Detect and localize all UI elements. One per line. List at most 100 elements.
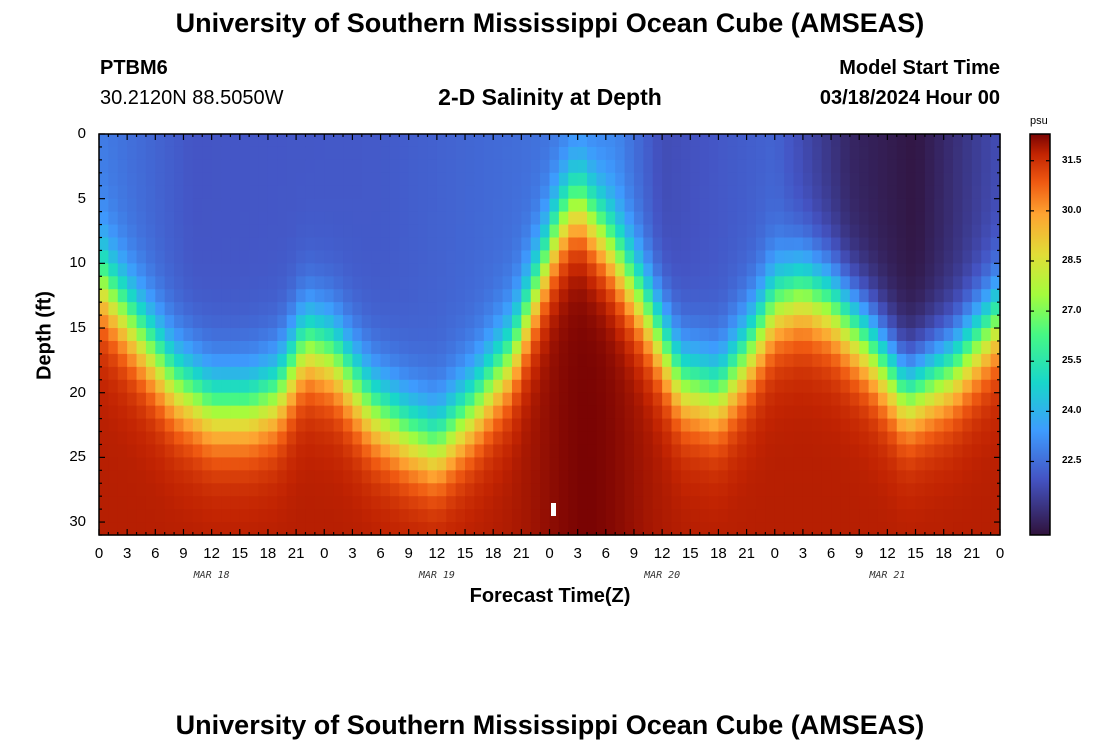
heatmap-cell bbox=[549, 134, 560, 148]
heatmap-cell bbox=[943, 185, 954, 200]
heatmap-cell bbox=[361, 457, 372, 471]
heatmap-cell bbox=[699, 522, 710, 536]
heatmap-cell bbox=[333, 496, 344, 510]
heatmap-cell bbox=[352, 444, 363, 458]
heatmap-cell bbox=[145, 509, 156, 523]
heatmap-cell bbox=[192, 289, 203, 303]
heatmap-cell bbox=[709, 146, 720, 161]
heatmap-cell bbox=[652, 172, 663, 187]
heatmap-cell bbox=[896, 263, 907, 277]
heatmap-cell bbox=[418, 431, 429, 446]
heatmap-cell bbox=[652, 159, 663, 174]
heatmap-cell bbox=[662, 134, 673, 148]
heatmap-cell bbox=[389, 185, 400, 200]
heatmap-cell bbox=[465, 146, 476, 161]
heatmap-cell bbox=[136, 379, 147, 394]
station-id: PTBM6 bbox=[100, 57, 168, 79]
heatmap-cell bbox=[915, 457, 926, 471]
heatmap-cell bbox=[155, 263, 166, 277]
heatmap-cell bbox=[718, 522, 729, 536]
heatmap-cell bbox=[465, 159, 476, 174]
heatmap-cell bbox=[183, 522, 194, 536]
heatmap-cell bbox=[802, 159, 813, 174]
heatmap-cell bbox=[343, 224, 354, 239]
heatmap-cell bbox=[727, 146, 738, 161]
heatmap-cell bbox=[558, 134, 569, 148]
heatmap-cell bbox=[436, 340, 447, 355]
heatmap-cell bbox=[709, 444, 720, 458]
heatmap-cell bbox=[202, 328, 213, 342]
heatmap-cell bbox=[202, 496, 213, 510]
heatmap-cell bbox=[577, 444, 588, 458]
heatmap-cell bbox=[530, 302, 541, 316]
heatmap-cell bbox=[145, 237, 156, 252]
heatmap-cell bbox=[568, 134, 579, 148]
heatmap-cell bbox=[211, 522, 222, 536]
heatmap-cell bbox=[587, 237, 598, 252]
heatmap-cell bbox=[868, 224, 879, 239]
heatmap-cell bbox=[399, 250, 410, 264]
heatmap-cell bbox=[183, 470, 194, 484]
heatmap-cell bbox=[727, 224, 738, 239]
heatmap-cell bbox=[793, 457, 804, 471]
heatmap-cell bbox=[549, 483, 560, 497]
heatmap-cell bbox=[258, 224, 269, 239]
heatmap-cell bbox=[755, 496, 766, 510]
heatmap-cell bbox=[558, 522, 569, 536]
heatmap-cell bbox=[361, 237, 372, 252]
heatmap-cell bbox=[174, 509, 185, 523]
heatmap-cell bbox=[896, 405, 907, 420]
heatmap-cell bbox=[267, 237, 278, 252]
heatmap-cell bbox=[690, 457, 701, 471]
heatmap-cell bbox=[812, 431, 823, 446]
heatmap-cell bbox=[418, 379, 429, 394]
heatmap-cell bbox=[296, 185, 307, 200]
heatmap-cell bbox=[662, 522, 673, 536]
heatmap-cell bbox=[652, 237, 663, 252]
heatmap-cell bbox=[577, 418, 588, 433]
heatmap-cell bbox=[821, 457, 832, 471]
heatmap-cell bbox=[399, 289, 410, 303]
heatmap-cell bbox=[971, 353, 982, 368]
heatmap-cell bbox=[343, 134, 354, 148]
heatmap-cell bbox=[286, 315, 297, 329]
heatmap-cell bbox=[502, 431, 513, 446]
heatmap-cell bbox=[943, 418, 954, 433]
heatmap-cell bbox=[680, 198, 691, 213]
heatmap-cell bbox=[990, 353, 1001, 368]
heatmap-cell bbox=[277, 509, 288, 523]
heatmap-cell bbox=[164, 315, 175, 329]
heatmap-cell bbox=[953, 211, 964, 226]
heatmap-cell bbox=[727, 185, 738, 200]
heatmap-cell bbox=[117, 134, 128, 148]
heatmap-cell bbox=[877, 431, 888, 446]
heatmap-cell bbox=[127, 392, 138, 407]
heatmap-cell bbox=[652, 211, 663, 226]
heatmap-cell bbox=[521, 134, 532, 148]
x-tick-label: 6 bbox=[826, 545, 836, 562]
heatmap-cell bbox=[605, 134, 616, 148]
heatmap-cell bbox=[943, 237, 954, 252]
y-tick-label: 15 bbox=[69, 319, 86, 337]
heatmap-cell bbox=[624, 483, 635, 497]
heatmap-cell bbox=[427, 496, 438, 510]
heatmap-cell bbox=[474, 224, 485, 239]
heatmap-cell bbox=[155, 134, 166, 148]
heatmap-cell bbox=[211, 224, 222, 239]
heatmap-cell bbox=[352, 457, 363, 471]
heatmap-cell bbox=[934, 302, 945, 316]
heatmap-cell bbox=[793, 224, 804, 239]
heatmap-cell bbox=[230, 224, 241, 239]
heatmap-cell bbox=[277, 263, 288, 277]
heatmap-cell bbox=[296, 444, 307, 458]
heatmap-cell bbox=[427, 146, 438, 161]
heatmap-cell bbox=[943, 172, 954, 187]
heatmap-cell bbox=[408, 405, 419, 420]
heatmap-cell bbox=[793, 509, 804, 523]
heatmap-cell bbox=[784, 159, 795, 174]
heatmap-cell bbox=[812, 185, 823, 200]
heatmap-cell bbox=[267, 185, 278, 200]
heatmap-cell bbox=[615, 522, 626, 536]
heatmap-cell bbox=[615, 496, 626, 510]
heatmap-cell bbox=[502, 418, 513, 433]
